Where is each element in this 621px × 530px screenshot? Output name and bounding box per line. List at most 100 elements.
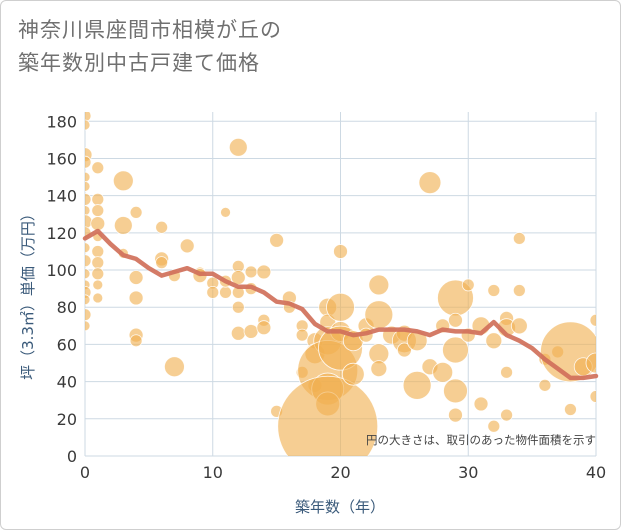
data-bubble xyxy=(402,370,432,400)
data-bubble xyxy=(448,312,463,328)
y-tick-label: 60 xyxy=(57,335,77,354)
data-bubble xyxy=(364,300,394,330)
data-bubble xyxy=(256,264,272,280)
data-bubble xyxy=(85,254,92,268)
data-bubble xyxy=(256,320,272,336)
data-bubble xyxy=(500,408,513,422)
data-bubble xyxy=(368,274,390,296)
data-bubble xyxy=(128,270,144,285)
chart-title-line-1: 神奈川県座間市相模が丘の xyxy=(18,18,282,42)
data-bubble xyxy=(448,407,463,423)
data-bubble xyxy=(370,360,388,378)
data-bubble xyxy=(91,267,105,281)
trend-line-series xyxy=(82,228,599,381)
y-tick-label: 40 xyxy=(57,373,77,392)
data-bubble xyxy=(473,396,489,412)
data-bubble xyxy=(90,216,106,231)
y-tick-label: 120 xyxy=(46,224,77,243)
data-bubble xyxy=(512,284,526,297)
data-bubble xyxy=(432,361,454,383)
data-bubble xyxy=(85,192,92,206)
data-bubble xyxy=(589,390,596,403)
data-bubble xyxy=(85,112,92,123)
y-tick-label: 180 xyxy=(46,112,77,131)
data-bubble xyxy=(487,419,501,433)
data-bubble xyxy=(91,192,105,206)
data-bubble xyxy=(179,238,195,254)
data-bubble xyxy=(206,285,220,299)
y-tick-label: 0 xyxy=(67,447,77,466)
data-bubble xyxy=(485,332,503,350)
data-bubble xyxy=(538,378,552,392)
data-bubble xyxy=(92,279,104,291)
x-tick-label: 30 xyxy=(458,463,478,482)
data-bubble xyxy=(295,328,309,342)
x-tick-label: 10 xyxy=(203,463,223,482)
data-bubble xyxy=(155,220,169,234)
y-tick-label: 80 xyxy=(57,298,77,317)
data-bubble xyxy=(461,278,475,292)
data-bubble xyxy=(91,204,105,217)
data-bubble xyxy=(92,292,104,304)
data-bubble xyxy=(333,244,348,259)
x-tick-label: 20 xyxy=(330,463,350,482)
y-tick-label: 160 xyxy=(46,149,77,168)
data-bubble xyxy=(112,170,134,192)
data-bubble xyxy=(85,155,92,169)
data-bubble xyxy=(85,171,91,183)
data-bubble xyxy=(113,216,133,235)
y-axis-label: 坪（3.3㎡）単価（万円） xyxy=(19,206,37,380)
data-bubble xyxy=(326,292,355,322)
data-bubble xyxy=(500,365,513,379)
data-bubble xyxy=(585,352,596,374)
trend-line xyxy=(82,228,599,381)
data-bubble xyxy=(510,317,528,335)
data-bubble xyxy=(129,206,143,219)
data-bubble xyxy=(230,325,246,341)
bubble-size-note: 円の大きさは、取引のあった物件面積を示す xyxy=(366,433,596,447)
data-bubble xyxy=(91,161,105,175)
data-bubble xyxy=(277,375,379,456)
data-bubble xyxy=(129,334,143,348)
y-tick-label: 100 xyxy=(46,261,77,280)
x-axis-ticks: 0 10 20 30 40 xyxy=(80,463,606,482)
data-bubble xyxy=(219,285,232,299)
chart-title-line-2: 築年数別中古戸建て価格 xyxy=(18,51,260,75)
data-bubble xyxy=(540,321,596,383)
data-bubble xyxy=(442,336,469,364)
y-axis-ticks: 0 20 40 60 80 100 120 140 160 180 xyxy=(46,112,77,466)
data-bubble xyxy=(85,180,91,192)
data-bubble xyxy=(269,232,285,248)
data-bubble xyxy=(564,403,577,416)
y-tick-label: 20 xyxy=(57,410,77,429)
data-bubble xyxy=(91,256,105,270)
data-bubble xyxy=(396,342,412,358)
x-tick-label: 0 xyxy=(80,463,90,482)
data-bubble xyxy=(220,207,231,218)
data-bubble xyxy=(164,356,185,378)
data-bubble xyxy=(155,256,169,270)
data-bubble xyxy=(85,205,91,216)
data-bubble xyxy=(85,294,91,306)
data-bubble xyxy=(341,362,365,386)
data-bubble xyxy=(418,171,442,195)
data-bubble xyxy=(589,313,596,327)
data-bubble xyxy=(512,232,526,245)
data-bubble xyxy=(244,265,258,279)
y-tick-label: 140 xyxy=(46,187,77,206)
data-bubble xyxy=(228,137,248,157)
data-bubble xyxy=(243,324,259,339)
data-bubble xyxy=(85,268,91,280)
data-bubble xyxy=(91,245,105,258)
data-bubble xyxy=(487,284,501,297)
data-bubble xyxy=(443,378,468,404)
x-axis-label: 築年数（年） xyxy=(295,498,385,516)
chart-title: 神奈川県座間市相模が丘の 築年数別中古戸建て価格 xyxy=(18,14,282,80)
data-bubble xyxy=(128,290,144,306)
bubble-series xyxy=(85,112,596,456)
data-bubble xyxy=(85,308,92,322)
x-tick-label: 40 xyxy=(586,463,606,482)
data-bubble xyxy=(231,300,245,314)
data-bubble xyxy=(85,320,91,332)
